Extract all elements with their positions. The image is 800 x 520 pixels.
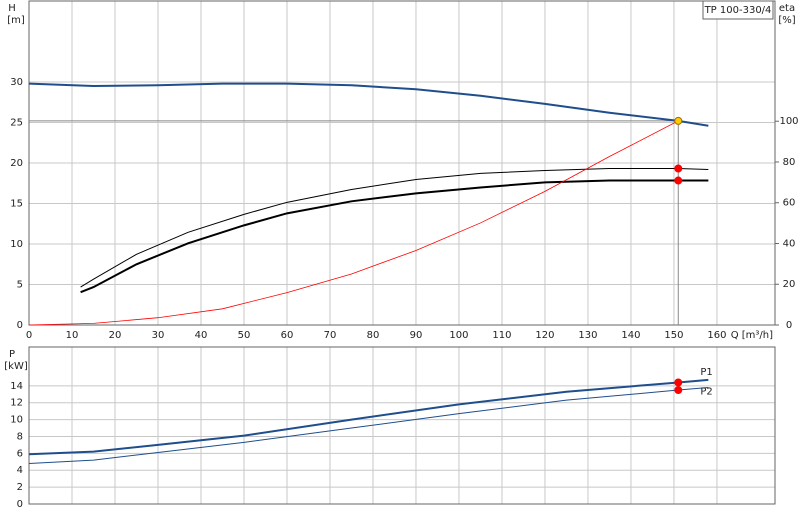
x-tick-label: 110 [492, 330, 511, 341]
y2-tick-label: 100 [779, 116, 798, 127]
y-tick-label: 14 [10, 381, 23, 392]
x-tick-label: 130 [578, 330, 597, 341]
marker [674, 164, 683, 173]
y-axis-label: H [8, 3, 16, 14]
y-tick-label: 25 [10, 118, 23, 129]
y2-tick-label: 80 [783, 157, 796, 168]
y-tick-label: 20 [10, 158, 23, 169]
y2-tick-label: 20 [783, 279, 796, 290]
y-tick-label: 12 [10, 398, 23, 409]
y-axis-label: P [9, 349, 15, 360]
y2-tick-label: 40 [783, 238, 796, 249]
marker [674, 386, 683, 395]
y2-axis-unit: [%] [778, 15, 795, 26]
y2-axis-label: eta [779, 3, 795, 14]
y-tick-label: 5 [17, 280, 23, 291]
series-line [28, 82, 709, 127]
y-tick-label: 10 [10, 239, 23, 250]
x-tick-label: 150 [664, 330, 683, 341]
chart-title: TP 100-330/4 [704, 5, 772, 16]
title-box [702, 0, 774, 20]
x-tick-label: 30 [152, 330, 165, 341]
y2-tick-label: 0 [786, 320, 792, 331]
series-line [28, 378, 709, 456]
y-tick-label: 10 [10, 415, 23, 426]
series-line [28, 120, 679, 326]
plot-frame [28, 0, 776, 326]
x-tick-label: 90 [410, 330, 423, 341]
x-tick-label: 0 [26, 330, 32, 341]
y-axis-unit: [kW] [4, 361, 28, 372]
x-tick-label: 50 [238, 330, 251, 341]
x-tick-label: 100 [449, 330, 468, 341]
series-label: P2 [700, 387, 712, 398]
marker [674, 378, 683, 387]
series-line [28, 387, 709, 464]
series-line [80, 179, 709, 294]
x-tick-label: 70 [324, 330, 337, 341]
marker [674, 176, 683, 185]
series-label: P1 [700, 367, 712, 378]
plot-frame [28, 346, 776, 505]
y-tick-label: 0 [17, 320, 23, 331]
x-tick-label: 80 [367, 330, 380, 341]
x-tick-label: 120 [535, 330, 554, 341]
x-tick-label: 10 [66, 330, 79, 341]
y-axis-unit: [m] [7, 15, 25, 26]
y-tick-label: 6 [17, 448, 23, 459]
x-tick-label: 160 [707, 330, 726, 341]
series-line [80, 168, 709, 288]
marker [674, 116, 683, 125]
y-tick-label: 2 [17, 482, 23, 493]
x-tick-label: 60 [281, 330, 294, 341]
x-tick-label: 140 [621, 330, 640, 341]
y-tick-label: 30 [10, 77, 23, 88]
x-tick-label: 20 [109, 330, 122, 341]
y-tick-label: 4 [17, 465, 23, 476]
y2-tick-label: 60 [783, 198, 796, 209]
x-tick-label: 40 [195, 330, 208, 341]
y-tick-label: 8 [17, 431, 23, 442]
y-tick-label: 0 [17, 499, 23, 510]
x-axis-label: Q [m³/h] [731, 330, 773, 341]
y-tick-label: 15 [10, 199, 23, 210]
